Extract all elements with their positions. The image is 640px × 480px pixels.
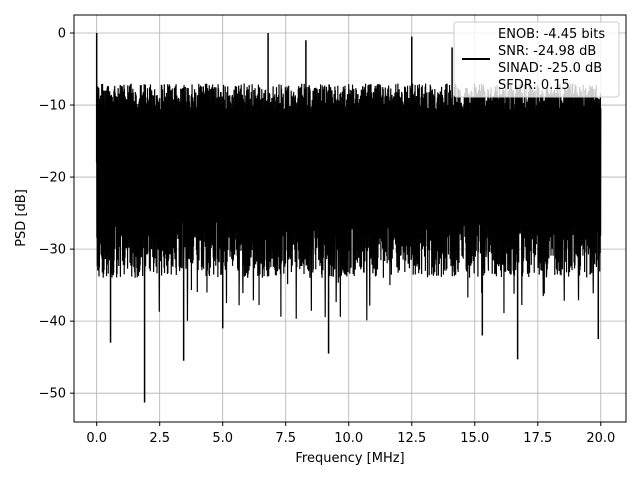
legend-sfdr: SFDR: 0.15 bbox=[498, 78, 570, 93]
x-axis-title: Frequency [MHz] bbox=[295, 451, 404, 466]
legend-sinad: SINAD: -25.0 dB bbox=[498, 61, 602, 76]
x-tick-label: 20.0 bbox=[586, 431, 615, 446]
legend-snr: SNR: -24.98 dB bbox=[498, 44, 596, 59]
y-tick-label: 0 bbox=[58, 27, 66, 42]
y-tick-label: −40 bbox=[39, 315, 66, 330]
legend-box bbox=[453, 21, 620, 98]
x-tick-label: 2.5 bbox=[149, 431, 170, 446]
y-tick-label: −30 bbox=[39, 243, 66, 258]
y-ticks: 0 −10 −20 −30 −40 −50 bbox=[39, 27, 74, 402]
x-tick-label: 15.0 bbox=[460, 431, 489, 446]
x-ticks: 0.0 2.5 5.0 7.5 10.0 12.5 15.0 17.5 20.0 bbox=[86, 422, 615, 446]
x-tick-label: 0.0 bbox=[86, 431, 107, 446]
y-tick-label: −10 bbox=[39, 99, 66, 114]
plot-frame bbox=[73, 14, 627, 423]
y-tick-label: −20 bbox=[39, 171, 66, 186]
psd-line bbox=[96, 83, 602, 321]
legend: ENOB: -4.45 bits SNR: -24.98 dB SINAD: -… bbox=[453, 21, 620, 98]
x-tick-label: 7.5 bbox=[275, 431, 296, 446]
psd-series bbox=[95, 33, 602, 403]
y-tick-label: −50 bbox=[39, 387, 66, 402]
x-tick-label: 17.5 bbox=[523, 431, 552, 446]
legend-enob: ENOB: -4.45 bits bbox=[498, 27, 605, 42]
x-tick-label: 12.5 bbox=[397, 431, 426, 446]
y-axis-title: PSD [dB] bbox=[14, 189, 29, 247]
x-tick-label: 10.0 bbox=[334, 431, 363, 446]
x-tick-label: 5.0 bbox=[212, 431, 233, 446]
